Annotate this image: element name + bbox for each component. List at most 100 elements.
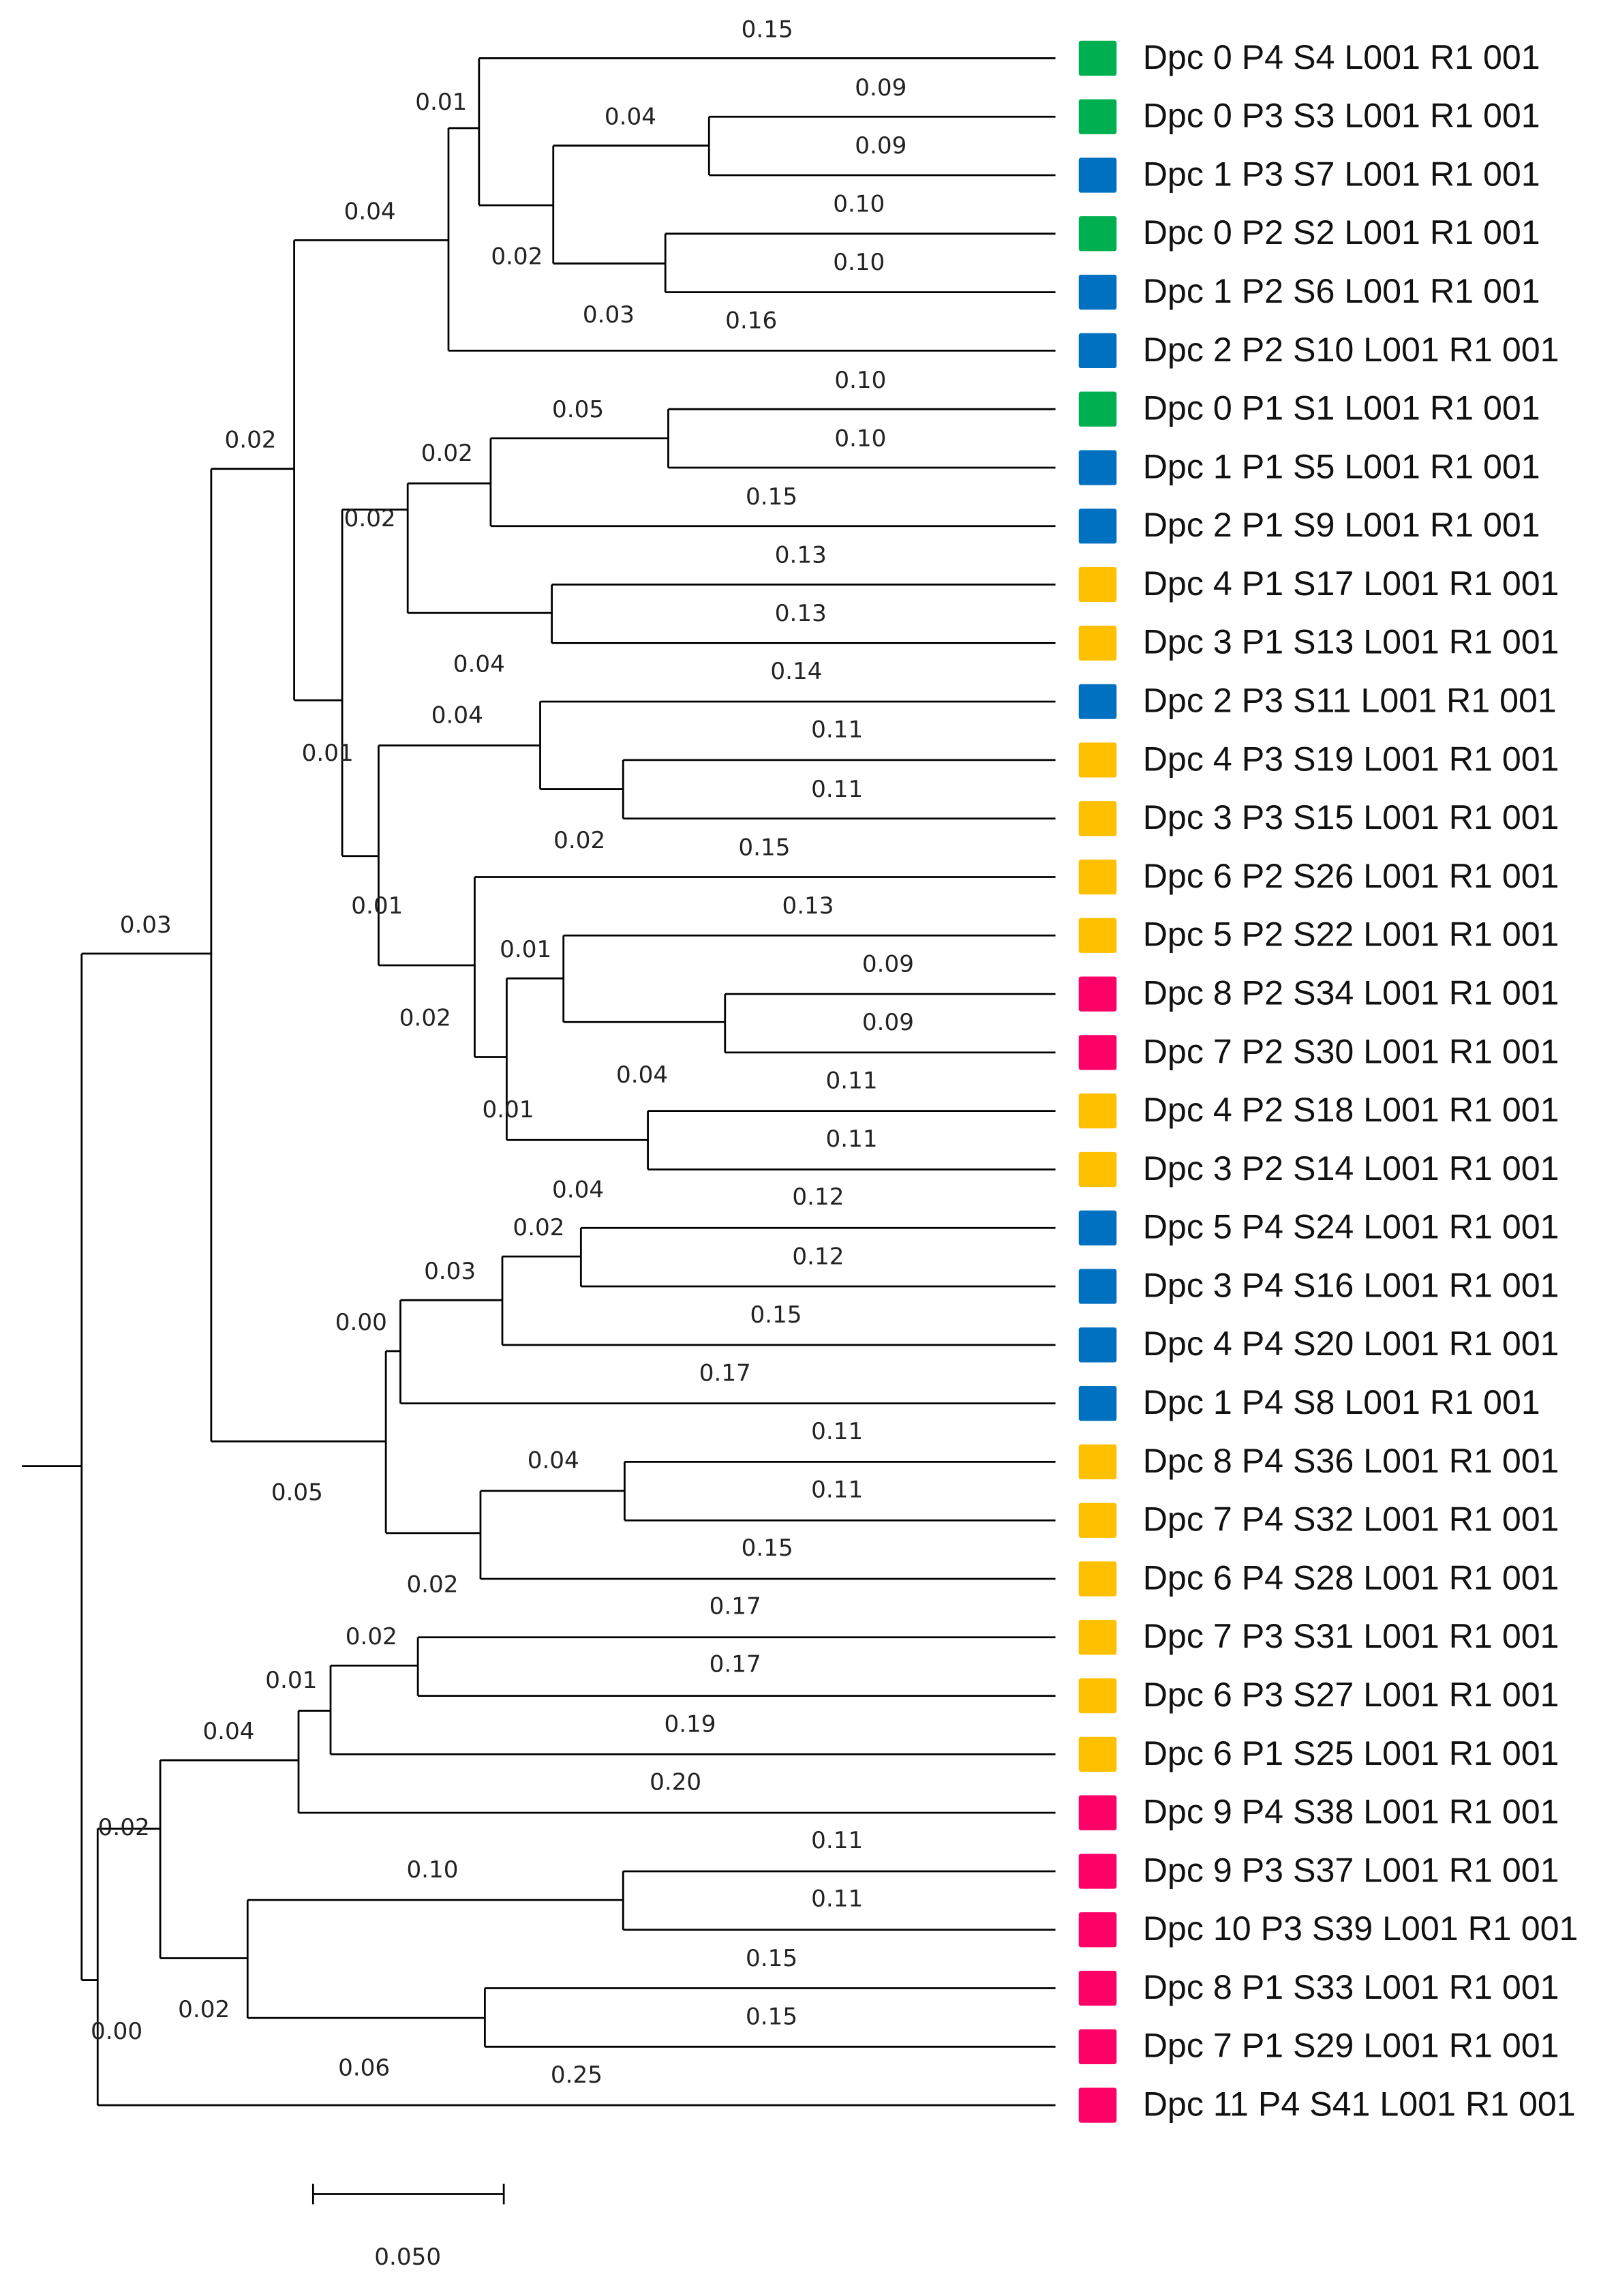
leaf: Dpc 1 P1 S5 L001 R1 001 bbox=[1078, 447, 1540, 485]
leaf: Dpc 0 P4 S4 L001 R1 001 bbox=[1078, 38, 1540, 76]
leaf-label: Dpc 0 P3 S3 L001 R1 001 bbox=[1143, 97, 1540, 135]
branch-length-label: 0.04 bbox=[431, 701, 483, 729]
leaf-label: Dpc 4 P4 S20 L001 R1 001 bbox=[1143, 1325, 1559, 1363]
leaf: Dpc 4 P4 S20 L001 R1 001 bbox=[1078, 1325, 1559, 1363]
leaf-label: Dpc 3 P2 S14 L001 R1 001 bbox=[1143, 1149, 1559, 1188]
group-color-marker bbox=[1078, 684, 1117, 719]
group-color-marker bbox=[1078, 1502, 1117, 1538]
group-color-marker bbox=[1078, 450, 1117, 485]
leaf: Dpc 1 P2 S6 L001 R1 001 bbox=[1078, 272, 1540, 310]
leaf: Dpc 11 P4 S41 L001 R1 001 bbox=[1078, 2085, 1576, 2124]
group-color-marker bbox=[1078, 1327, 1117, 1363]
scale-bar: 0.050 bbox=[311, 2184, 505, 2271]
leaf-label: Dpc 1 P1 S5 L001 R1 001 bbox=[1143, 447, 1540, 485]
branch-length-label: 0.04 bbox=[616, 1061, 668, 1089]
scale-bar-label: 0.050 bbox=[374, 2244, 441, 2271]
branch-length-label: 0.02 bbox=[421, 440, 473, 467]
group-color-marker bbox=[1078, 333, 1117, 369]
branch-length-label: 0.02 bbox=[406, 1571, 458, 1598]
group-color-marker bbox=[1078, 1151, 1117, 1188]
leaf-label: Dpc 3 P1 S13 L001 R1 001 bbox=[1143, 623, 1559, 661]
branch-length-label: 0.02 bbox=[399, 1004, 451, 1031]
branch-length-label: 0.02 bbox=[346, 1623, 397, 1650]
branch-length-label: 0.13 bbox=[775, 600, 827, 627]
branch-length-label: 0.02 bbox=[178, 1996, 230, 2023]
leaf: Dpc 1 P4 S8 L001 R1 001 bbox=[1078, 1383, 1540, 1421]
group-color-marker bbox=[1078, 2087, 1117, 2123]
branch-length-label: 0.04 bbox=[453, 651, 505, 678]
leaf: Dpc 9 P4 S38 L001 R1 001 bbox=[1078, 1793, 1559, 1831]
branch-length-label: 0.15 bbox=[742, 16, 793, 43]
branch-length-label: 0.04 bbox=[344, 198, 396, 225]
leaf-label: Dpc 1 P3 S7 L001 R1 001 bbox=[1143, 155, 1540, 193]
leaf: Dpc 6 P3 S27 L001 R1 001 bbox=[1078, 1676, 1559, 1714]
leaf: Dpc 1 P3 S7 L001 R1 001 bbox=[1078, 155, 1540, 193]
leaf-label: Dpc 5 P2 S22 L001 R1 001 bbox=[1143, 916, 1559, 954]
branch-length-label: 0.11 bbox=[811, 1886, 863, 1913]
leaf: Dpc 8 P2 S34 L001 R1 001 bbox=[1078, 973, 1559, 1012]
branch-length-label: 0.11 bbox=[811, 776, 863, 803]
leaf: Dpc 6 P4 S28 L001 R1 001 bbox=[1078, 1558, 1559, 1597]
leaf: Dpc 0 P2 S2 L001 R1 001 bbox=[1078, 213, 1540, 252]
leaf-label: Dpc 4 P3 S19 L001 R1 001 bbox=[1143, 740, 1559, 778]
branch-length-label: 0.14 bbox=[770, 658, 822, 685]
group-color-marker bbox=[1078, 1269, 1117, 1304]
branch-length-label: 0.15 bbox=[750, 1301, 802, 1329]
branch-length-label: 0.11 bbox=[826, 1067, 878, 1094]
branch-length-label: 0.11 bbox=[811, 1418, 863, 1445]
branch-length-label: 0.04 bbox=[202, 1718, 254, 1745]
branch-length-label: 0.00 bbox=[335, 1309, 387, 1336]
group-color-marker bbox=[1078, 1854, 1117, 1889]
branch-length-label: 0.11 bbox=[826, 1126, 878, 1153]
leaf: Dpc 7 P4 S32 L001 R1 001 bbox=[1078, 1500, 1559, 1539]
leaf: Dpc 7 P3 S31 L001 R1 001 bbox=[1078, 1617, 1559, 1655]
leaf: Dpc 3 P1 S13 L001 R1 001 bbox=[1078, 623, 1559, 661]
group-color-marker bbox=[1078, 1035, 1117, 1070]
branch-length-label: 0.17 bbox=[710, 1651, 761, 1678]
group-color-marker bbox=[1078, 2029, 1117, 2064]
branch-length-label: 0.02 bbox=[98, 1814, 150, 1841]
leaf-label: Dpc 7 P3 S31 L001 R1 001 bbox=[1143, 1617, 1559, 1655]
branch-length-label: 0.12 bbox=[792, 1183, 844, 1211]
leaf: Dpc 6 P2 S26 L001 R1 001 bbox=[1078, 857, 1559, 895]
branch-length-label: 0.09 bbox=[855, 74, 906, 102]
group-color-marker bbox=[1078, 859, 1117, 895]
leaf-label: Dpc 10 P3 S39 L001 R1 001 bbox=[1143, 1909, 1579, 1948]
leaf: Dpc 0 P1 S1 L001 R1 001 bbox=[1078, 389, 1540, 427]
branch-length-label: 0.11 bbox=[811, 1476, 863, 1503]
group-color-marker bbox=[1078, 40, 1117, 76]
branch-length-label: 0.01 bbox=[302, 740, 354, 767]
branch-length-label: 0.02 bbox=[344, 505, 396, 532]
branch-length-label: 0.13 bbox=[775, 541, 827, 569]
branch-length-label: 0.04 bbox=[605, 103, 656, 130]
branch-length-label: 0.05 bbox=[271, 1479, 323, 1507]
group-color-marker bbox=[1078, 976, 1117, 1012]
branch-length-label: 0.17 bbox=[699, 1360, 751, 1387]
group-color-marker bbox=[1078, 1093, 1117, 1129]
branch-length-label: 0.15 bbox=[742, 1535, 793, 1562]
branch-length-label: 0.10 bbox=[834, 367, 886, 394]
group-color-marker bbox=[1078, 1678, 1117, 1714]
leaf: Dpc 5 P2 S22 L001 R1 001 bbox=[1078, 916, 1559, 954]
leaf-label: Dpc 7 P4 S32 L001 R1 001 bbox=[1143, 1500, 1559, 1539]
group-color-marker bbox=[1078, 509, 1117, 544]
leaf: Dpc 6 P1 S25 L001 R1 001 bbox=[1078, 1734, 1559, 1772]
leaf-label: Dpc 4 P1 S17 L001 R1 001 bbox=[1143, 564, 1559, 603]
leaf: Dpc 4 P2 S18 L001 R1 001 bbox=[1078, 1091, 1559, 1129]
leaf-label: Dpc 5 P4 S24 L001 R1 001 bbox=[1143, 1208, 1559, 1246]
branch-length-label: 0.10 bbox=[406, 1856, 458, 1884]
leaf-label: Dpc 9 P3 S37 L001 R1 001 bbox=[1143, 1851, 1559, 1889]
branch-length-label: 0.04 bbox=[552, 1177, 604, 1204]
branch-length-label: 0.11 bbox=[811, 716, 863, 744]
group-color-marker bbox=[1078, 1970, 1117, 2006]
branch-length-label: 0.01 bbox=[415, 89, 467, 116]
group-color-marker bbox=[1078, 274, 1117, 310]
branch-length-label: 0.03 bbox=[583, 301, 635, 329]
group-color-marker bbox=[1078, 742, 1117, 778]
branch-length-label: 0.03 bbox=[424, 1258, 476, 1285]
branch-length-label: 0.01 bbox=[500, 936, 551, 963]
branch-length-label: 0.10 bbox=[834, 425, 886, 452]
leaf: Dpc 10 P3 S39 L001 R1 001 bbox=[1078, 1909, 1579, 1948]
branch-length-label: 0.11 bbox=[811, 1827, 863, 1854]
leaf: Dpc 3 P2 S14 L001 R1 001 bbox=[1078, 1149, 1559, 1188]
